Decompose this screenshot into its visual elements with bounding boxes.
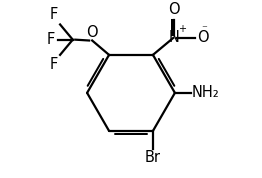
Text: N: N (168, 30, 179, 45)
Text: F: F (47, 32, 55, 47)
Text: F: F (50, 57, 58, 72)
Text: O: O (86, 25, 98, 40)
Text: Br: Br (145, 150, 161, 165)
Text: ⁻: ⁻ (202, 25, 208, 35)
Text: NH₂: NH₂ (192, 85, 220, 100)
Text: O: O (197, 30, 209, 45)
Text: +: + (178, 24, 185, 34)
Text: O: O (168, 2, 180, 17)
Text: F: F (50, 7, 58, 22)
